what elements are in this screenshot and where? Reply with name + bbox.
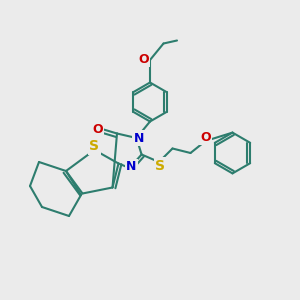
Text: S: S — [155, 159, 166, 172]
Text: S: S — [89, 140, 100, 153]
Text: O: O — [200, 131, 211, 144]
Text: N: N — [134, 131, 144, 145]
Text: N: N — [126, 160, 136, 173]
Text: O: O — [92, 122, 103, 136]
Text: O: O — [138, 52, 149, 66]
